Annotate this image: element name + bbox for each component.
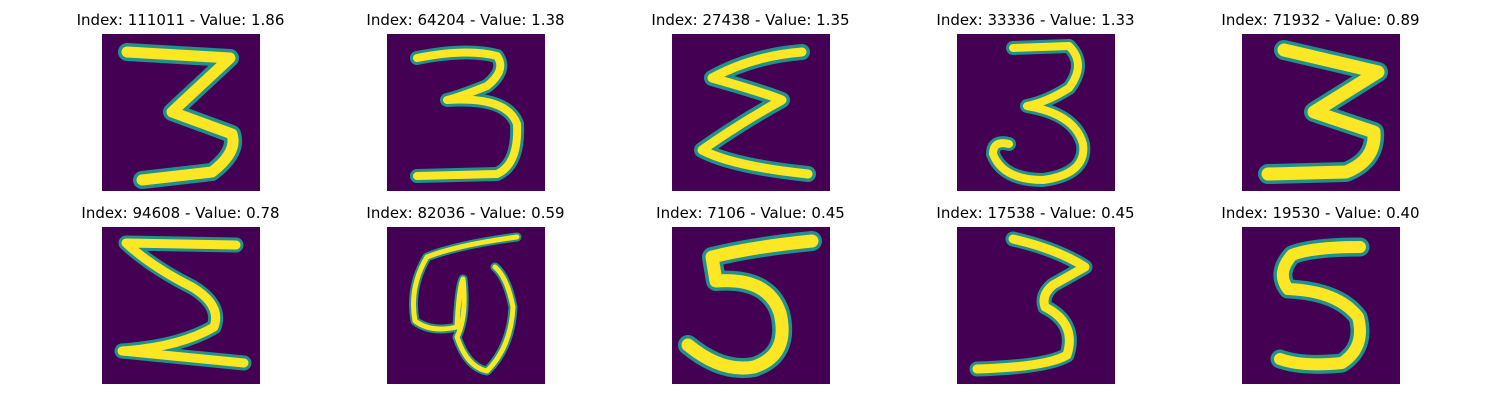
digit-image xyxy=(957,227,1115,384)
panel-2: Index: 27438 - Value: 1.35 xyxy=(608,0,893,191)
digit-image xyxy=(957,34,1115,191)
panel-title: Index: 71932 - Value: 0.89 xyxy=(1221,11,1420,29)
digit-image xyxy=(102,227,260,384)
digit-image xyxy=(672,34,830,191)
panel-3: Index: 33336 - Value: 1.33 xyxy=(893,0,1178,191)
panel-title: Index: 111011 - Value: 1.86 xyxy=(76,11,285,29)
panel-5: Index: 94608 - Value: 0.78 xyxy=(38,193,323,384)
digit-image xyxy=(1242,34,1400,191)
panel-title: Index: 33336 - Value: 1.33 xyxy=(936,11,1135,29)
panel-title: Index: 7106 - Value: 0.45 xyxy=(656,204,845,222)
panel-title: Index: 17538 - Value: 0.45 xyxy=(936,204,1135,222)
digit-image xyxy=(1242,227,1400,384)
digit-image xyxy=(387,34,545,191)
digit-image xyxy=(102,34,260,191)
panel-title: Index: 19530 - Value: 0.40 xyxy=(1221,204,1420,222)
panel-4: Index: 71932 - Value: 0.89 xyxy=(1178,0,1463,191)
panel-7: Index: 7106 - Value: 0.45 xyxy=(608,193,893,384)
panel-title: Index: 27438 - Value: 1.35 xyxy=(651,11,850,29)
panel-6: Index: 82036 - Value: 0.59 xyxy=(323,193,608,384)
panel-title: Index: 82036 - Value: 0.59 xyxy=(366,204,565,222)
panel-9: Index: 19530 - Value: 0.40 xyxy=(1178,193,1463,384)
digit-image xyxy=(672,227,830,384)
panel-8: Index: 17538 - Value: 0.45 xyxy=(893,193,1178,384)
panel-0: Index: 111011 - Value: 1.86 xyxy=(38,0,323,191)
panel-1: Index: 64204 - Value: 1.38 xyxy=(323,0,608,191)
panel-title: Index: 94608 - Value: 0.78 xyxy=(81,204,280,222)
digit-image xyxy=(387,227,545,384)
panel-title: Index: 64204 - Value: 1.38 xyxy=(366,11,565,29)
